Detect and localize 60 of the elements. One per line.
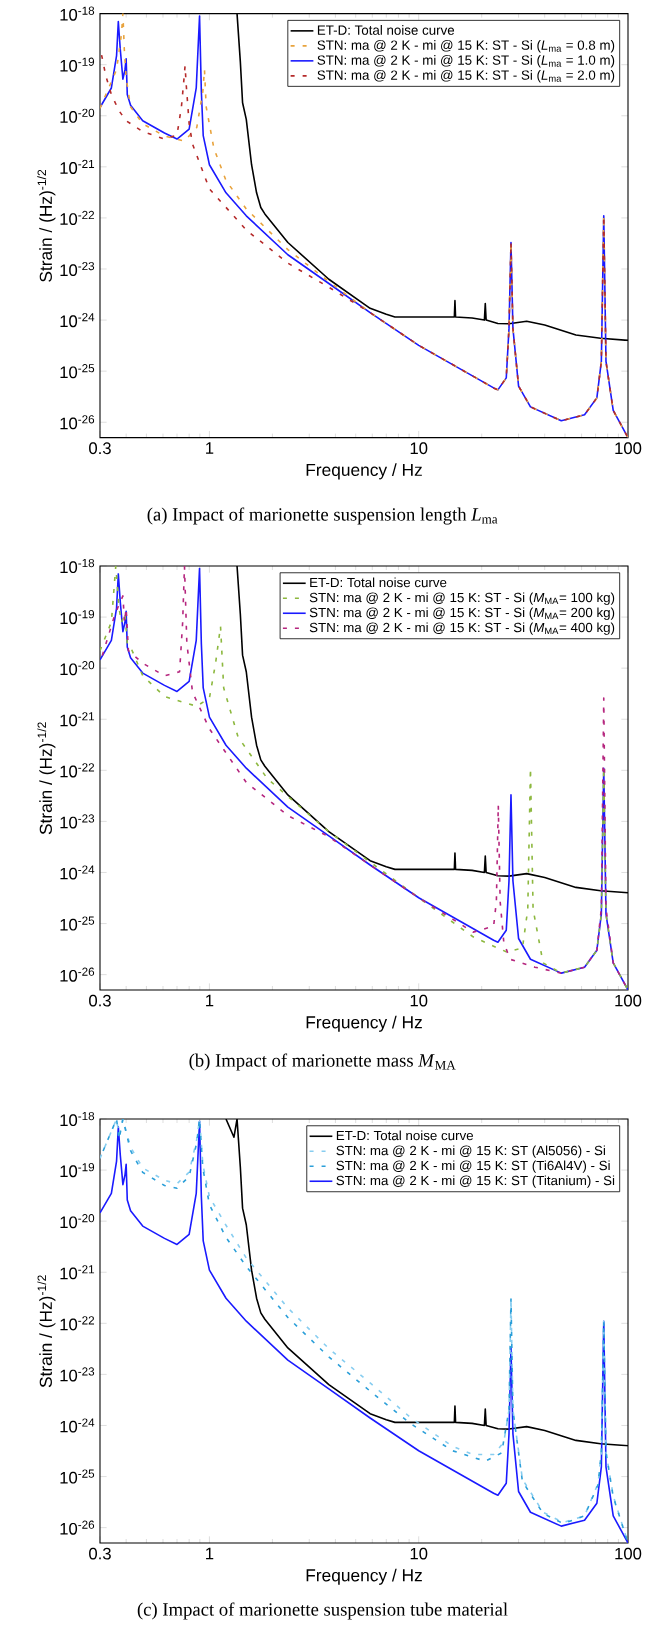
y-tick-label: 10$^{-21}$ (60, 712, 95, 727)
y-tick-label: 10$^{-26}$ (60, 967, 95, 982)
x-tick-label: 0.3 (89, 1547, 111, 1560)
y-tick-label: 10$^{-19}$ (60, 57, 95, 72)
legend-label: ET-D: Total noise curve (317, 25, 455, 35)
x-tick-label: 10 (410, 1547, 428, 1560)
x-tick-label: 1 (206, 994, 214, 1007)
y-tick-label: 10$^{-23}$ (60, 814, 95, 829)
y-axis-title: Strain / (Hz)$^{-1/2}$ (37, 722, 56, 835)
x-tick-label: 1 (206, 442, 214, 454)
x-tick-label: 100 (615, 994, 642, 1007)
x-tick-label: 100 (615, 442, 642, 455)
y-tick-label: 10$^{-26}$ (60, 415, 95, 430)
y-axis-title: Strain / (Hz)$^{-1/2}$ (37, 169, 56, 282)
legend-label: STN: ma @ 2 K - mi @ 15 K: ST - Si (M$_{MA}$= 400 kg) (309, 622, 615, 635)
y-tick-label: 10$^{-24}$ (60, 865, 95, 880)
y-tick-label: 10$^{-20}$ (60, 1214, 95, 1229)
x-tick-label: 10 (410, 442, 428, 455)
y-tick-label: 10$^{-22}$ (60, 1316, 95, 1331)
legend-label: STN: ma @ 2 K - mi @ 15 K: ST - Si (L$_{ma}$ = 2.0 m) (317, 70, 615, 83)
y-tick-label: 10$^{-23}$ (60, 1367, 95, 1382)
legend-label: STN: ma @ 2 K - mi @ 15 K: ST (Ti6Al4V) - Si (336, 1160, 610, 1173)
text: (a) Impact of marionette suspension length L$_{ma}$ (147, 507, 498, 525)
legend-label: ET-D: Total noise curve (336, 1130, 474, 1141)
y-tick-label: 10$^{-26}$ (60, 1520, 95, 1535)
x-axis-title: Frequency / Hz (306, 1015, 422, 1032)
y-tick-label: 10$^{-24}$ (60, 313, 95, 328)
x-axis-title: Frequency / Hz (306, 463, 422, 480)
y-tick-label: 10$^{-23}$ (60, 261, 95, 277)
y-tick-label: 10$^{-25}$ (60, 916, 95, 931)
y-tick-label: 10$^{-18}$ (60, 558, 95, 574)
y-tick-label: 10$^{-22}$ (60, 763, 95, 778)
legend-label: ET-D: Total noise curve (310, 577, 447, 588)
x-tick-label: 10 (410, 994, 428, 1007)
y-tick-label: 10$^{-18}$ (60, 1111, 95, 1127)
y-tick-label: 10$^{-19}$ (60, 610, 95, 625)
y-tick-label: 10$^{-19}$ (60, 1163, 95, 1178)
y-tick-label: 10$^{-21}$ (60, 159, 95, 174)
legend-label: STN: ma @ 2 K - mi @ 15 K: ST - Si (L$_{ma}$ = 1.0 m) (317, 55, 615, 68)
x-axis-title: Frequency / Hz (306, 1568, 422, 1585)
legend-label: STN: ma @ 2 K - mi @ 15 K: ST - Si (M$_{MA}$= 100 kg) (309, 592, 615, 605)
legend-label: STN: ma @ 2 K - mi @ 15 K: ST (Titanium) - Si (336, 1175, 615, 1188)
y-tick-label: 10$^{-24}$ (60, 1418, 95, 1433)
y-tick-label: 10$^{-20}$ (60, 661, 95, 676)
y-tick-label: 10$^{-18}$ (60, 6, 95, 21)
y-tick-label: 10$^{-25}$ (60, 364, 95, 379)
text: (c) Impact of marionette suspension tube material (137, 1602, 508, 1620)
y-tick-label: 10$^{-22}$ (60, 210, 95, 225)
x-tick-label: 1 (206, 1547, 214, 1560)
x-tick-label: 0.3 (89, 442, 111, 455)
text: (b) Impact of marionette mass M$_{MA}$ (189, 1053, 456, 1071)
x-tick-label: 0.3 (89, 994, 111, 1007)
x-tick-label: 100 (615, 1547, 642, 1560)
legend-label: STN: ma @ 2 K - mi @ 15 K: ST - Si (L$_{ma}$ = 0.8 m) (317, 40, 615, 53)
y-axis-title: Strain / (Hz)$^{-1/2}$ (37, 1275, 56, 1388)
y-tick-label: 10$^{-21}$ (60, 1265, 95, 1280)
legend-label: STN: ma @ 2 K - mi @ 15 K: ST (Al5056) - Si (336, 1145, 605, 1158)
y-tick-label: 10$^{-20}$ (60, 108, 95, 123)
legend-label: STN: ma @ 2 K - mi @ 15 K: ST - Si (M$_{MA}$= 200 kg) (309, 607, 615, 620)
y-tick-label: 10$^{-25}$ (60, 1469, 95, 1484)
